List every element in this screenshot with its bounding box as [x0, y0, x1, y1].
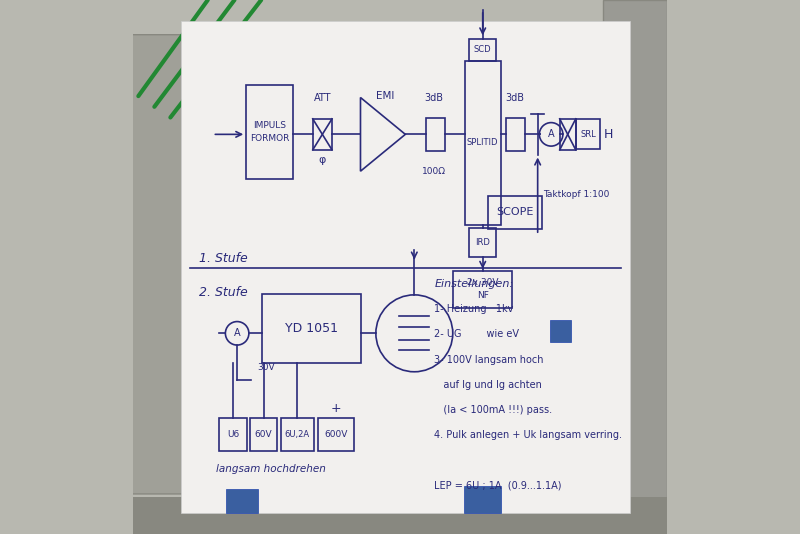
Text: +: + — [331, 402, 342, 415]
Text: Taktkopf 1:100: Taktkopf 1:100 — [543, 190, 610, 199]
Text: 3dB: 3dB — [424, 92, 443, 103]
Text: 3- 100V langsam hoch: 3- 100V langsam hoch — [434, 355, 544, 365]
Text: langsam hochdrehen: langsam hochdrehen — [216, 465, 326, 474]
Text: 60V: 60V — [254, 430, 272, 439]
Text: ATT: ATT — [314, 92, 331, 103]
Text: 3dB: 3dB — [506, 92, 525, 103]
Text: 6U,2A: 6U,2A — [285, 430, 310, 439]
Bar — [470, 40, 496, 61]
Bar — [250, 418, 278, 451]
Text: NF: NF — [477, 291, 489, 300]
Text: YD 1051: YD 1051 — [285, 322, 338, 335]
Bar — [550, 320, 571, 342]
Bar — [426, 118, 445, 151]
Text: Einstellungen:: Einstellungen: — [434, 279, 514, 289]
Text: SCD: SCD — [474, 45, 491, 54]
Bar — [313, 119, 332, 150]
Text: 30V: 30V — [258, 363, 275, 372]
Text: 1- Heizung   1kv: 1- Heizung 1kv — [434, 304, 514, 315]
Text: SPLITID: SPLITID — [467, 138, 498, 147]
Text: IRD: IRD — [475, 238, 490, 247]
Text: 100Ω: 100Ω — [422, 167, 446, 176]
FancyBboxPatch shape — [130, 35, 184, 494]
Bar — [506, 118, 526, 151]
Text: 1. Stufe: 1. Stufe — [199, 252, 248, 265]
Text: IMPULS: IMPULS — [253, 121, 286, 130]
Bar — [464, 486, 502, 513]
Bar — [603, 0, 667, 534]
Bar — [560, 119, 576, 150]
Text: φ: φ — [318, 155, 326, 165]
Text: 600V: 600V — [325, 430, 348, 439]
Bar — [262, 294, 361, 363]
Bar — [318, 418, 354, 451]
Text: auf Ig und Ig achten: auf Ig und Ig achten — [434, 380, 542, 390]
Bar — [246, 85, 293, 178]
Text: H: H — [603, 128, 613, 141]
Text: FORMOR: FORMOR — [250, 134, 290, 143]
Text: EMI: EMI — [376, 91, 394, 101]
Text: A: A — [234, 328, 241, 339]
Text: 2. Stufe: 2. Stufe — [199, 286, 248, 299]
Text: 2- UG        wie eV: 2- UG wie eV — [434, 329, 519, 340]
Bar — [281, 418, 314, 451]
Bar — [470, 228, 496, 257]
Bar — [576, 120, 600, 150]
Text: LEP = 6U ; 1A  (0.9...1.1A): LEP = 6U ; 1A (0.9...1.1A) — [434, 480, 562, 490]
Bar — [226, 489, 258, 513]
Bar — [454, 271, 512, 308]
Text: SCOPE: SCOPE — [496, 207, 534, 217]
Text: A: A — [548, 129, 554, 139]
Bar — [133, 497, 667, 534]
Bar — [181, 21, 630, 513]
Text: (Ia < 100mA !!!) pass.: (Ia < 100mA !!!) pass. — [434, 405, 553, 415]
Bar — [219, 418, 247, 451]
Bar — [465, 61, 501, 225]
Text: 4. Pulk anlegen + Uk langsam verring.: 4. Pulk anlegen + Uk langsam verring. — [434, 430, 622, 440]
Text: U6: U6 — [227, 430, 239, 439]
Text: 2x 30V: 2x 30V — [467, 278, 498, 287]
Bar — [488, 195, 542, 229]
Text: SRL: SRL — [580, 130, 596, 139]
